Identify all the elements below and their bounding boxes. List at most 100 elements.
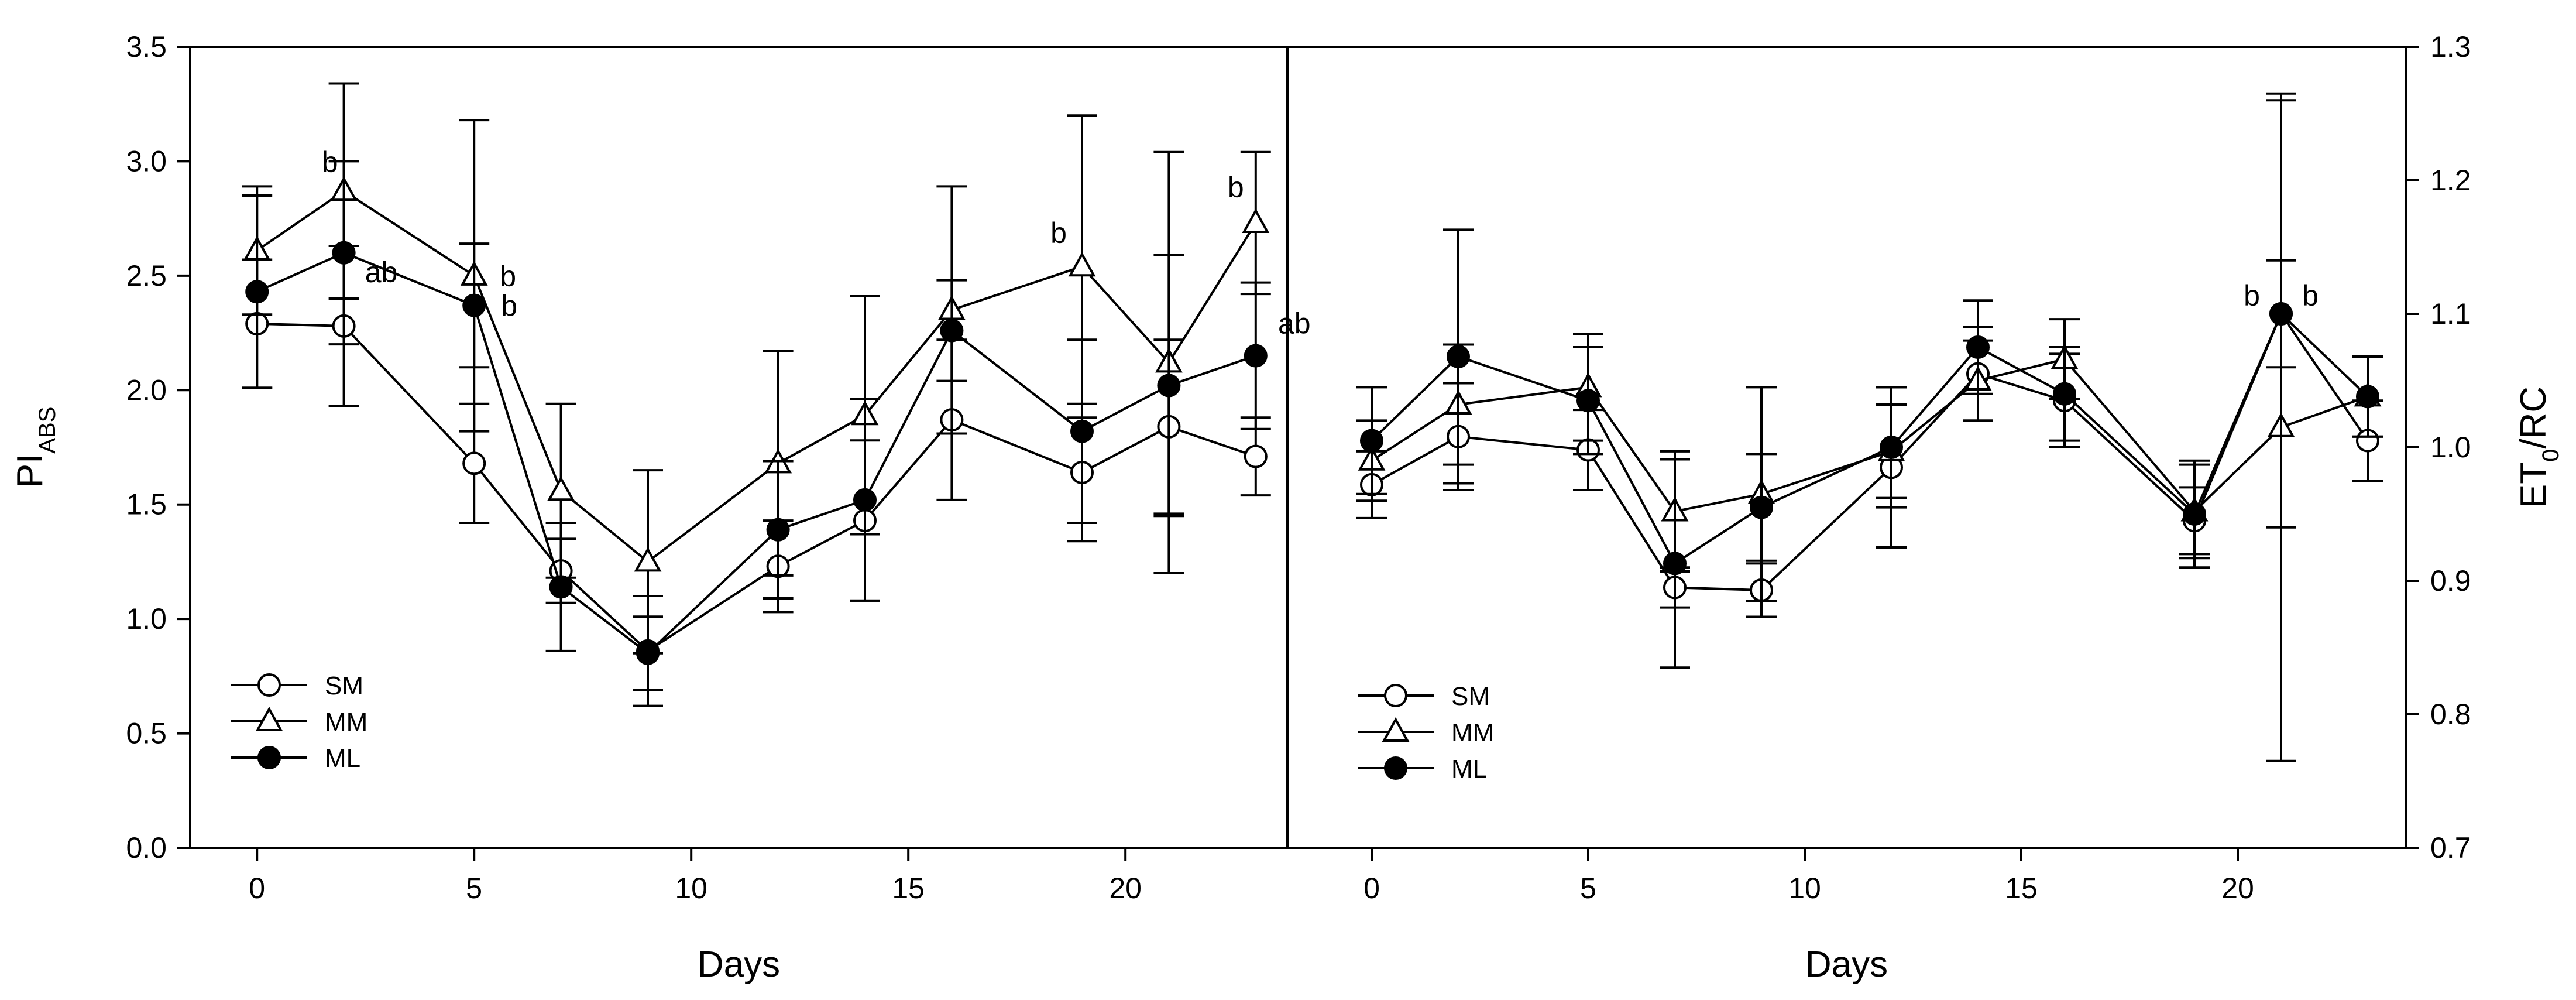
left-series-ml [242, 160, 1271, 691]
right-legend-entry-mm: MM [1358, 717, 1494, 747]
left-legend-entry-mm: MM [231, 706, 367, 737]
right-series-ml [1356, 99, 2383, 669]
right-legend-marker-ml [1384, 756, 1407, 780]
right-ml-point-day-2 [1447, 344, 1470, 368]
right-legend-label-ml: ML [1451, 755, 1487, 783]
right-x-tick-label-0: 0 [1363, 872, 1380, 905]
plot-frame [189, 46, 2407, 849]
left-annotation-2: b [500, 260, 516, 293]
left-annotation-1: ab [365, 256, 398, 289]
right-legend-label-sm: SM [1451, 682, 1490, 711]
right-y-axis-title-main: ET [2513, 462, 2554, 508]
left-y-axis-title-sub: ABS [35, 407, 60, 454]
plot-border [189, 46, 2407, 849]
left-ml-point-day-0 [245, 280, 269, 304]
left-annotation-0: b [322, 146, 338, 179]
right-series-ml-error-bars [1356, 99, 2383, 669]
left-mm-point-day-9 [634, 547, 662, 572]
right-annotation-1: b [2302, 279, 2319, 312]
right-legend-marker-sm [1384, 684, 1407, 707]
left-x-tick-label-10: 10 [675, 872, 707, 905]
left-legend-entry-ml: ML [231, 744, 360, 773]
left-y-tick-label-0.0: 0.0 [126, 831, 167, 864]
right-y-tick-label-1.3: 1.3 [2430, 30, 2471, 63]
right-y-tick-label-1.0: 1.0 [2430, 431, 2471, 464]
left-y-tick-label-3.0: 3.0 [126, 145, 167, 177]
left-ml-point-day-19 [1070, 419, 1094, 443]
left-ml-point-day-12 [766, 518, 790, 542]
left-y-tick-label-1.0: 1.0 [126, 602, 167, 635]
right-y-tick-label-1.2: 1.2 [2430, 164, 2471, 197]
left-legend-label-mm: MM [325, 708, 367, 737]
left-ml-point-day-16 [940, 319, 964, 343]
left-ml-point-day-9 [636, 641, 660, 665]
right-y-axis-title-tail: /RC [2513, 386, 2554, 449]
right-y-tick-label-1.1: 1.1 [2430, 297, 2471, 330]
right-x-tick-label-20: 20 [2221, 872, 2254, 905]
left-x-tick-label-5: 5 [466, 872, 482, 905]
left-legend-label-ml: ML [325, 744, 360, 773]
left-y-tick-label-2.5: 2.5 [126, 259, 167, 292]
right-ml-point-day-5 [1576, 389, 1600, 413]
left-legend: SM MM ML [231, 672, 367, 773]
left-ml-point-day-2 [332, 241, 356, 265]
left-y-tick-label-3.5: 3.5 [126, 30, 167, 63]
left-ml-point-day-14 [853, 488, 877, 512]
left-mm-point-day-19 [1068, 252, 1096, 277]
right-annotation-0: b [2244, 279, 2260, 312]
right-series-ml-markers [1360, 302, 2379, 576]
left-y-tick-label-2.0: 2.0 [126, 374, 167, 406]
left-y-tick-label-1.5: 1.5 [126, 488, 167, 521]
left-legend-marker-sm [257, 673, 281, 697]
right-ml-point-day-16 [2053, 382, 2076, 406]
left-x-tick-label-0: 0 [249, 872, 265, 905]
left-legend-marker-ml [257, 746, 281, 769]
right-y-tick-label-0.9: 0.9 [2430, 564, 2471, 597]
right-legend-marker-mm [1382, 717, 1410, 742]
right-legend-entry-ml: ML [1358, 755, 1487, 783]
right-y-tick-label-0.7: 0.7 [2430, 831, 2471, 864]
right-ml-point-day-19 [2183, 502, 2206, 526]
right-legend-entry-sm: SM [1358, 682, 1490, 711]
left-mm-point-day-7 [547, 476, 575, 501]
left-y-axis-title: PIABS [10, 407, 60, 488]
left-panel-pi-abs: 0 5 10 15 20 Days 0.0 0.5 1.0 1.5 2.0 2.5 3.0 3.5 PIAB… [10, 30, 1311, 985]
left-annotation-5: b [1228, 171, 1244, 204]
right-legend: SM MM ML [1358, 682, 1494, 783]
left-legend-entry-sm: SM [231, 672, 363, 700]
right-x-tick-label-10: 10 [1788, 872, 1821, 905]
left-ml-point-day-23 [1244, 344, 1268, 368]
left-legend-label-sm: SM [325, 672, 363, 700]
right-ml-point-day-14 [1966, 335, 1990, 359]
right-ml-point-day-9 [1750, 495, 1773, 519]
left-y-axis-title-main: PI [10, 454, 50, 488]
left-sm-point-day-5 [462, 451, 486, 475]
left-annotation-4: b [1050, 217, 1067, 249]
right-ml-point-day-0 [1360, 429, 1383, 453]
left-series-ml-markers [245, 241, 1268, 665]
right-x-tick-label-15: 15 [2005, 872, 2038, 905]
left-y-tick-label-0.5: 0.5 [126, 717, 167, 750]
left-x-axis-title: Days [698, 944, 780, 985]
right-y-tick-label-0.8: 0.8 [2430, 698, 2471, 731]
right-x-tick-label-5: 5 [1580, 872, 1596, 905]
left-ml-point-day-21 [1157, 374, 1181, 398]
left-ml-point-day-5 [462, 293, 486, 317]
left-annotation-6: ab [1278, 307, 1311, 340]
left-annotation-3: b [501, 290, 517, 323]
left-sm-point-day-23 [1244, 444, 1268, 468]
right-ml-point-day-21 [2269, 302, 2293, 326]
right-y-axis-title: ET0/RC [2513, 386, 2564, 508]
left-x-tick-label-15: 15 [892, 872, 925, 905]
left-mm-point-day-23 [1242, 208, 1270, 233]
right-ml-point-day-23 [2356, 385, 2379, 409]
left-ml-point-day-7 [549, 575, 573, 599]
left-legend-marker-mm [255, 706, 283, 731]
right-ml-point-day-12 [1880, 436, 1903, 459]
right-x-axis-title: Days [1805, 944, 1888, 985]
right-panel-et0-rc: 0 5 10 15 20 Days 0.7 0.8 0.9 1.0 1.1 1.2 1.3 ET0/RC b… [1356, 30, 2564, 985]
left-x-tick-label-20: 20 [1109, 872, 1142, 905]
right-legend-label-mm: MM [1451, 718, 1494, 747]
right-ml-point-day-7 [1663, 552, 1687, 576]
